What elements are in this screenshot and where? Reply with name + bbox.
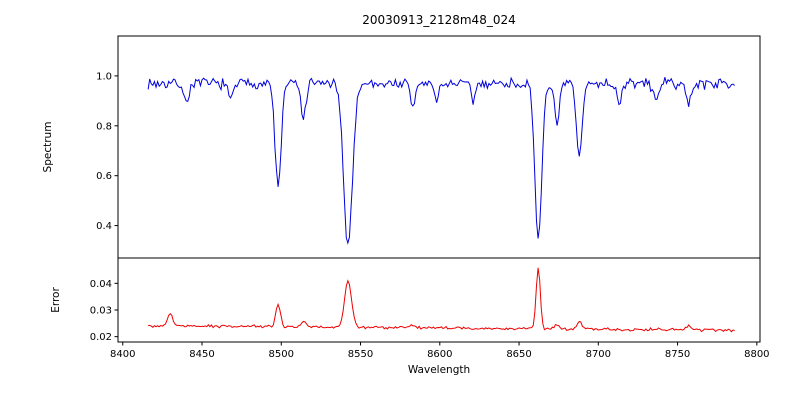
- x-tick-label: 8750: [665, 349, 690, 360]
- chart-title: 20030913_2128m48_024: [362, 13, 516, 27]
- x-tick-label: 8550: [348, 349, 373, 360]
- x-axis-label: Wavelength: [407, 364, 471, 376]
- error-y-tick-label: 0.03: [90, 306, 112, 317]
- x-tick-label: 8450: [189, 349, 214, 360]
- x-tick-label: 8650: [506, 349, 531, 360]
- error-y-tick-label: 0.04: [90, 279, 112, 290]
- spectrum-y-tick-label: 1.0: [96, 71, 112, 82]
- error-y-tick-label: 0.02: [90, 332, 112, 343]
- x-tick-label: 8800: [744, 349, 769, 360]
- x-tick-label: 8400: [110, 349, 135, 360]
- spectrum-y-tick-label: 0.6: [96, 171, 112, 182]
- x-tick-label: 8700: [586, 349, 611, 360]
- x-tick-label: 8500: [269, 349, 294, 360]
- error-line: [148, 267, 735, 333]
- error-panel-frame: [117, 257, 761, 343]
- x-tick-label: 8600: [427, 349, 452, 360]
- spectrum-panel-frame: [117, 35, 761, 259]
- spectrum-y-tick-label: 0.4: [96, 221, 112, 232]
- spectrum-line: [147, 76, 735, 245]
- spectrum-y-tick-label: 0.8: [96, 121, 112, 132]
